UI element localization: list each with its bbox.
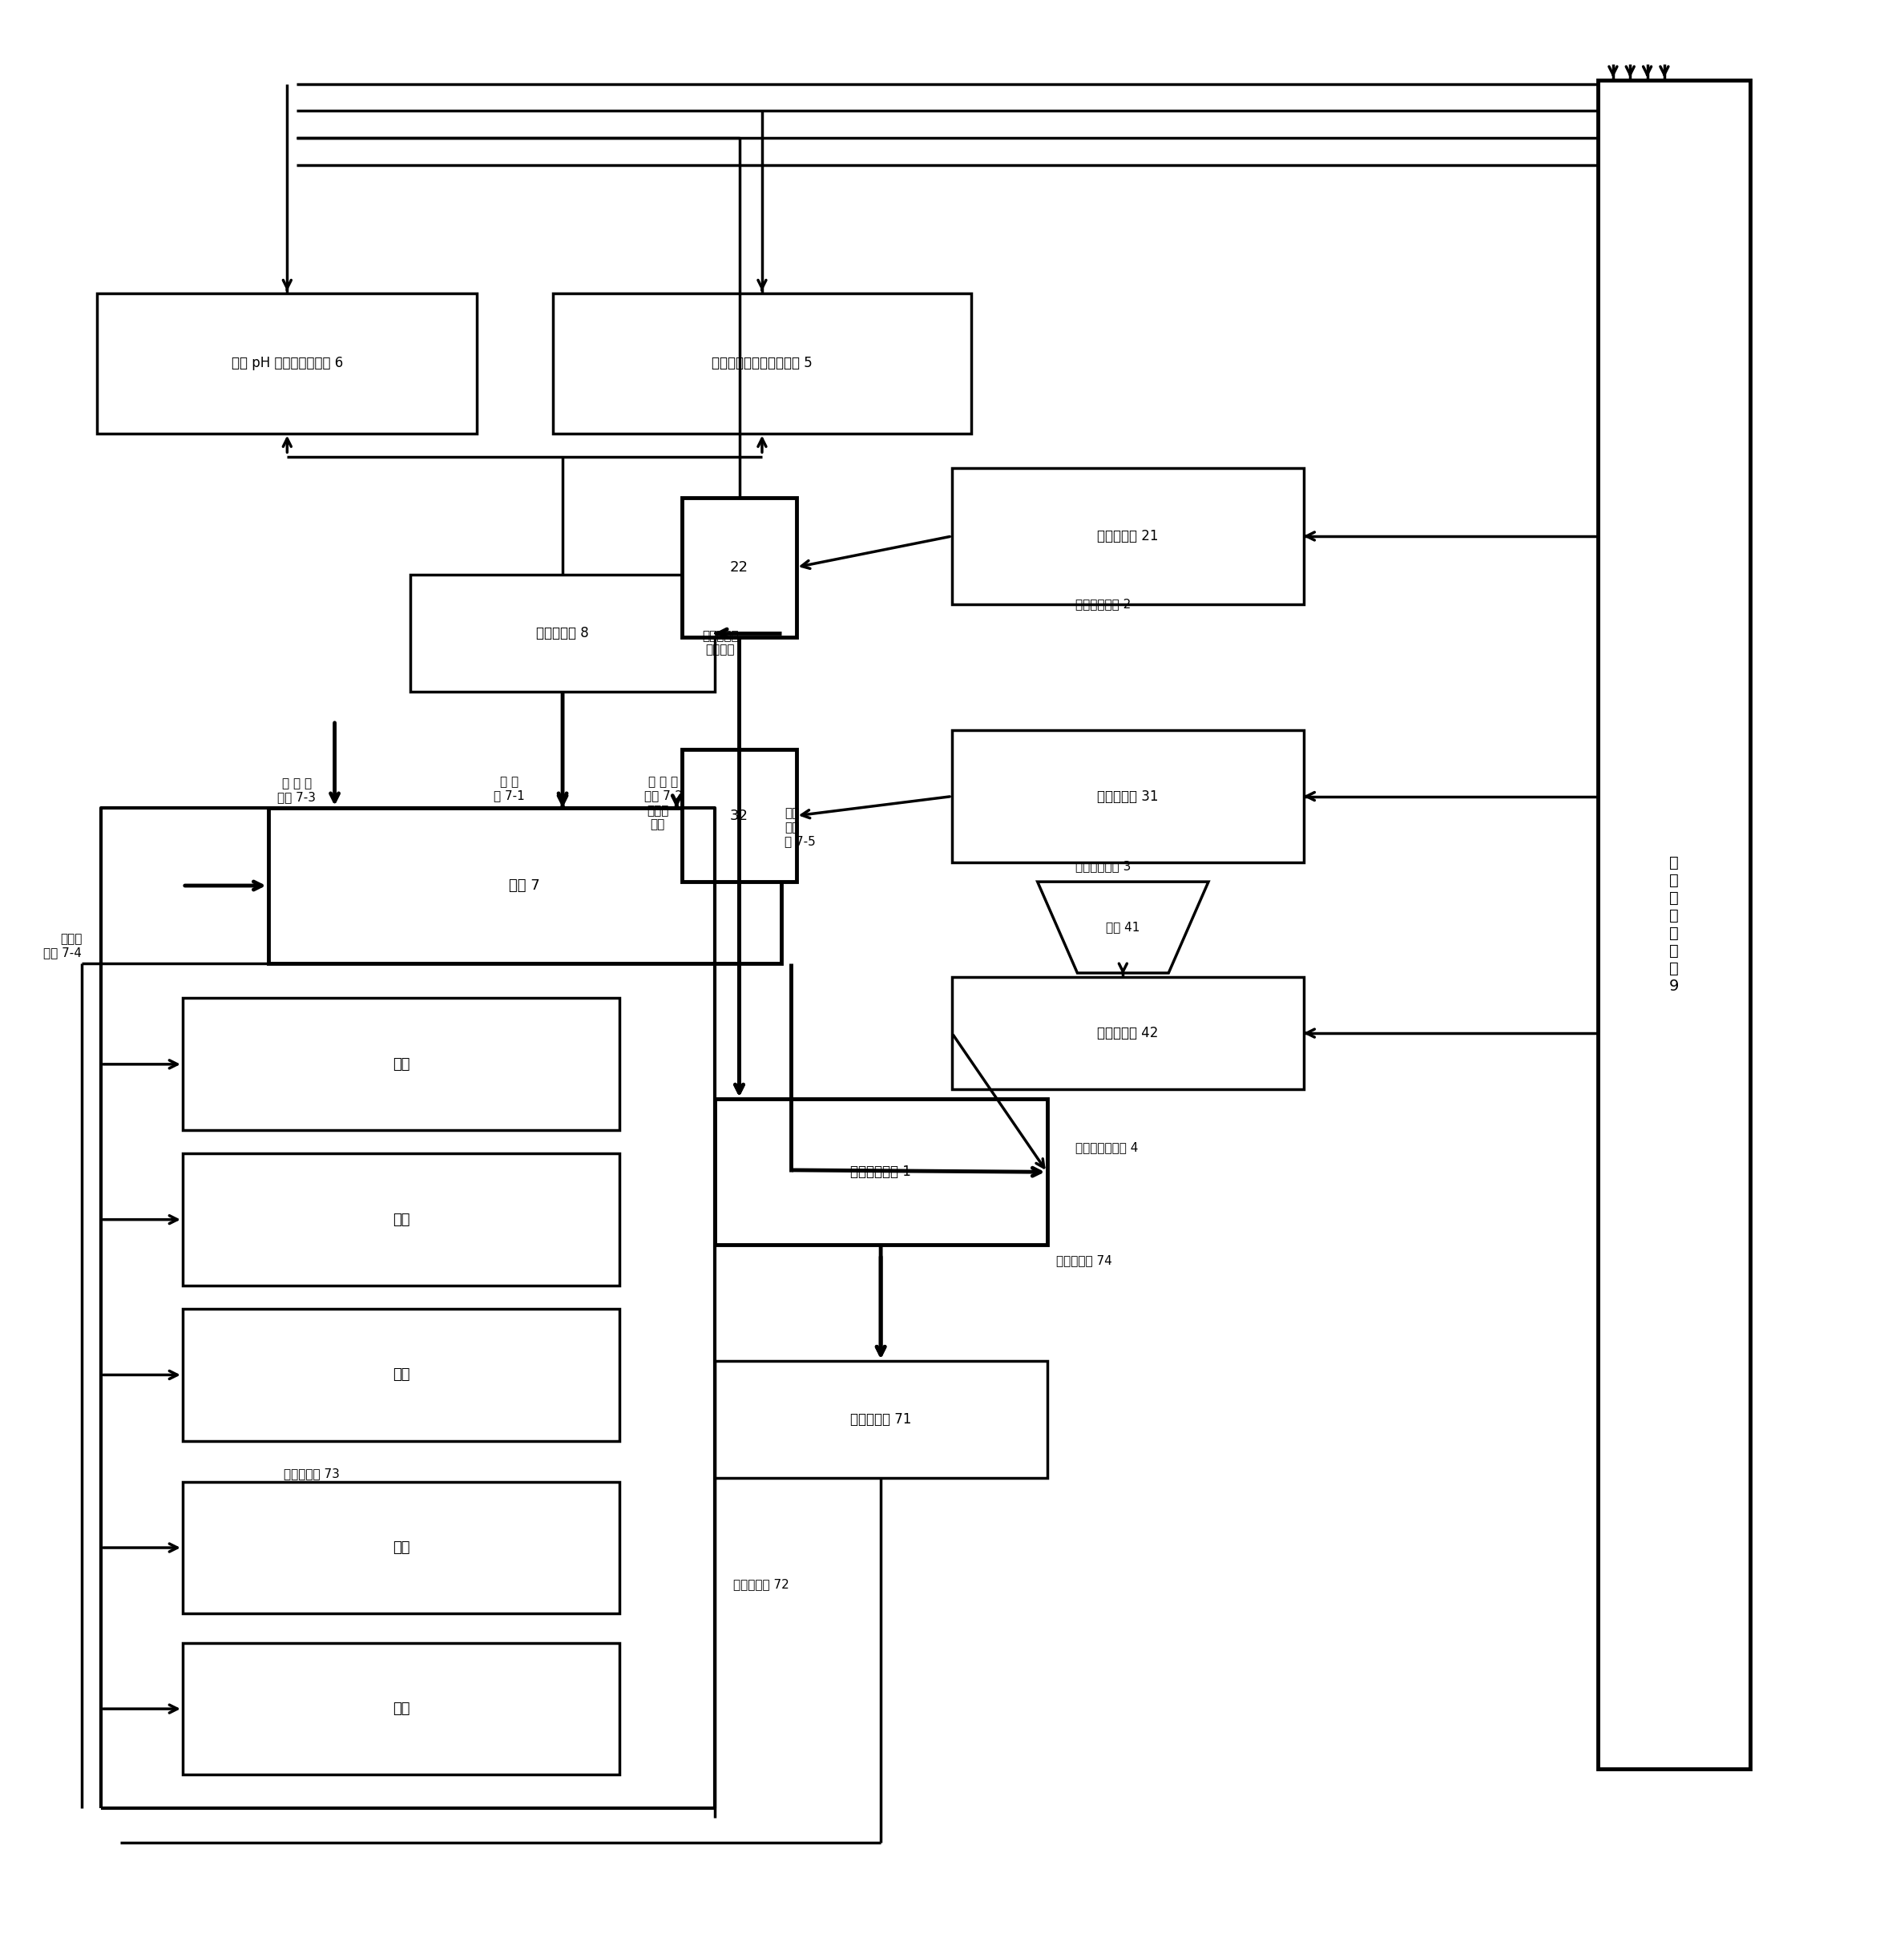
Text: 染液吸入管 74: 染液吸入管 74 bbox=[1057, 1255, 1112, 1267]
Text: 烧碱补充箱 31: 烧碱补充箱 31 bbox=[1097, 790, 1158, 804]
Text: 染槽 7: 染槽 7 bbox=[508, 878, 541, 893]
Bar bbox=[97, 294, 478, 434]
Text: 染液添加管 72: 染液添加管 72 bbox=[733, 1578, 790, 1590]
Bar bbox=[952, 469, 1304, 603]
Bar bbox=[183, 998, 619, 1131]
Text: 染液补充装置 2: 染液补充装置 2 bbox=[1076, 597, 1131, 611]
Text: 22: 22 bbox=[729, 560, 748, 574]
Text: 染液
流出
口 7-5: 染液 流出 口 7-5 bbox=[784, 808, 817, 847]
Text: 工
业
控
制
计
算
机
9: 工 业 控 制 计 算 机 9 bbox=[1670, 854, 1679, 994]
Bar bbox=[714, 1099, 1047, 1245]
Bar bbox=[183, 1310, 619, 1440]
Text: 染槽: 染槽 bbox=[392, 1368, 409, 1382]
Text: 染料恒流箱 21: 染料恒流箱 21 bbox=[1097, 529, 1158, 543]
Text: 染液采样泵 8: 染液采样泵 8 bbox=[537, 627, 588, 640]
Bar bbox=[183, 1481, 619, 1613]
Text: 32: 32 bbox=[729, 808, 748, 823]
Bar bbox=[952, 730, 1304, 862]
Text: 螺旋推进器 42: 螺旋推进器 42 bbox=[1097, 1026, 1158, 1041]
Text: 料斗 41: 料斗 41 bbox=[1106, 920, 1140, 934]
Bar bbox=[183, 1154, 619, 1286]
Text: 染槽: 染槽 bbox=[392, 1701, 409, 1716]
Bar bbox=[952, 977, 1304, 1090]
Bar bbox=[268, 808, 781, 963]
Text: 染液循环泵 71: 染液循环泵 71 bbox=[851, 1413, 912, 1426]
Text: 第 二 回
液口 7-3: 第 二 回 液口 7-3 bbox=[278, 778, 316, 804]
Bar bbox=[714, 1362, 1047, 1477]
Text: 染槽: 染槽 bbox=[392, 1057, 409, 1072]
Polygon shape bbox=[1038, 882, 1209, 973]
Text: 染液回液管 73: 染液回液管 73 bbox=[284, 1467, 339, 1479]
Text: 染液 pH 值在线检测装置 6: 染液 pH 值在线检测装置 6 bbox=[232, 356, 343, 370]
Bar bbox=[682, 749, 796, 882]
Text: 干缸染液供
给计量泵: 干缸染液供 给计量泵 bbox=[703, 631, 739, 656]
Text: 烧碱添
加阀: 烧碱添 加阀 bbox=[647, 806, 668, 831]
Bar bbox=[411, 574, 714, 691]
Text: 采 样
口 7-1: 采 样 口 7-1 bbox=[493, 776, 526, 802]
Text: 染液还原剂在线检测装置 5: 染液还原剂在线检测装置 5 bbox=[712, 356, 813, 370]
Text: 染槽: 染槽 bbox=[392, 1212, 409, 1226]
Text: 物料添加容器 1: 物料添加容器 1 bbox=[851, 1166, 912, 1179]
Bar bbox=[183, 1642, 619, 1775]
Bar bbox=[552, 294, 971, 434]
Text: 第 一 回
液口 7-2: 第 一 回 液口 7-2 bbox=[644, 776, 682, 802]
Text: 保险粉添加装置 4: 保险粉添加装置 4 bbox=[1076, 1142, 1139, 1154]
Bar bbox=[682, 498, 796, 636]
Text: 染槽: 染槽 bbox=[392, 1541, 409, 1555]
Bar bbox=[1597, 80, 1750, 1769]
Text: 染液流
入口 7-4: 染液流 入口 7-4 bbox=[44, 932, 82, 959]
Text: 烧碱补充装置 3: 烧碱补充装置 3 bbox=[1076, 860, 1131, 872]
